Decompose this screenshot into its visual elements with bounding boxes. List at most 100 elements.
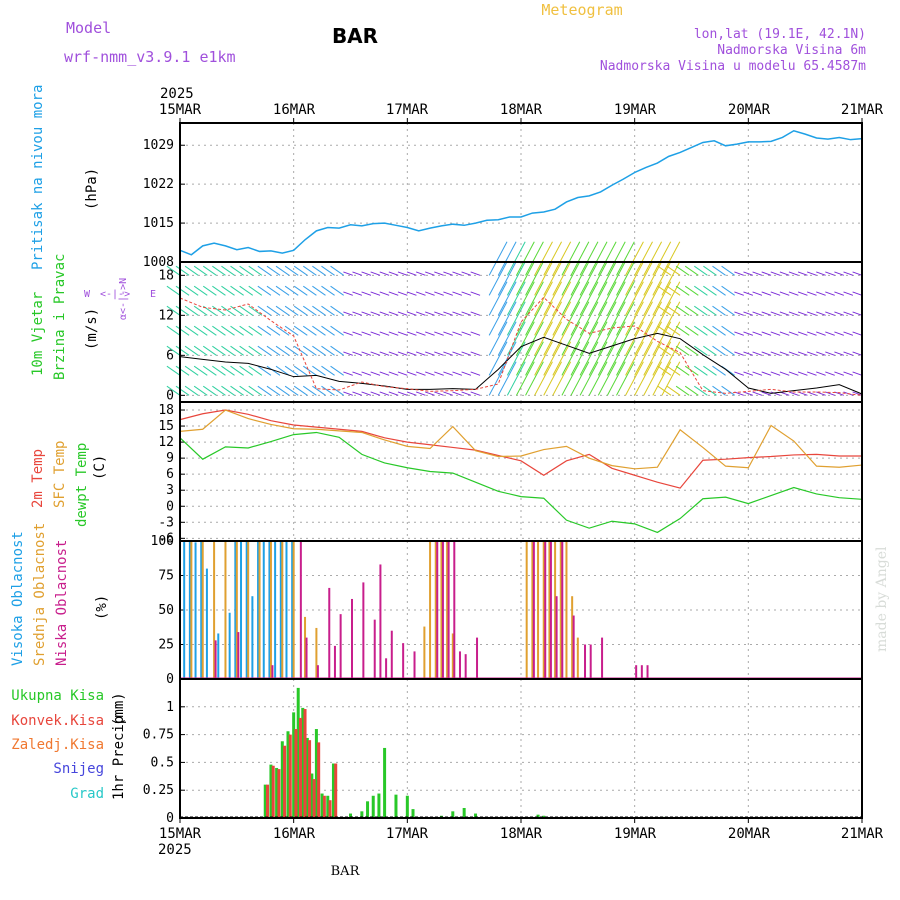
wind-arrow [843, 331, 854, 336]
wind-arrow [212, 265, 226, 276]
wind-arrow [634, 301, 653, 336]
wind-arrow [806, 331, 817, 336]
wind-arrow [843, 271, 854, 276]
wind-arrow [184, 305, 199, 316]
y-tick-label: 6 [166, 467, 174, 482]
wind-arrow [779, 371, 790, 376]
wind-arrow [321, 265, 335, 276]
low-cloud-bar [561, 541, 564, 679]
wind-arrow [588, 341, 608, 376]
wind-arrow [202, 265, 217, 276]
total-precip-bar [536, 814, 540, 818]
wind-arrow [330, 365, 344, 376]
wind-arrow [770, 271, 781, 276]
xtick-top: 18MAR [500, 102, 543, 118]
wind-ylabel-sub: Brzina i Pravac [52, 254, 68, 380]
high-cloud-bar [274, 541, 277, 679]
wind-arrow [788, 331, 799, 336]
low-cloud-bar [339, 614, 342, 679]
wind-arrow [406, 291, 417, 296]
total-precip-bar [462, 807, 466, 818]
mid-cloud-bar [190, 541, 193, 679]
wind-arrow [606, 281, 626, 316]
wind-arrow [743, 271, 754, 276]
wind-arrow [516, 261, 535, 296]
y-tick-label: 50 [158, 603, 174, 618]
mid-cloud-bar [224, 541, 227, 679]
wind-arrow [506, 361, 526, 396]
wind-arrow [661, 341, 681, 376]
total-precip-bar [310, 773, 314, 818]
wind-arrow [321, 285, 335, 296]
wind-arrow [221, 305, 235, 316]
wind-arrow [248, 325, 263, 336]
wind-arrow [843, 371, 854, 376]
wind-arrow [239, 265, 254, 276]
wind-arrow [230, 385, 244, 396]
wind-arrow [788, 351, 799, 356]
xtick-top: 15MAR [159, 102, 202, 118]
wind-arrow [752, 391, 763, 396]
low-cloud-bar [476, 637, 479, 679]
wind-arrow [652, 281, 672, 316]
wind-arrow [825, 311, 835, 316]
wind-arrow [303, 325, 317, 336]
wind-arrow [703, 365, 717, 376]
wind-arrow [616, 321, 635, 356]
wind-arrow [779, 271, 790, 276]
wind-arrow [506, 281, 526, 316]
wind-arrow [202, 345, 217, 356]
mid-cloud-bar [315, 627, 318, 679]
wind-arrow [406, 271, 417, 276]
wind-arrow [816, 271, 826, 276]
wind-arrow [425, 271, 435, 276]
wind-arrow [579, 301, 599, 336]
wind-arrow [470, 391, 481, 396]
wind-arrow [788, 391, 799, 396]
footer-station: BAR [331, 864, 361, 879]
wind-arrow [248, 345, 263, 356]
precip-legend: Ukupna Kisa Konvek.Kisa Zaledj.Kisa Snij… [11, 688, 104, 802]
y-tick-label: 18 [158, 403, 174, 418]
wind-arrow [193, 305, 208, 316]
wind-arrow [388, 351, 399, 356]
total-precip-bar [301, 707, 305, 818]
xtick-top: 16MAR [273, 102, 316, 118]
wind-arrow [212, 305, 226, 316]
wind-arrow [397, 351, 408, 356]
mid-cloud-bar [525, 541, 528, 679]
wind-arrow [175, 265, 190, 276]
wind-arrow [675, 385, 690, 396]
wind-arrow [734, 291, 744, 296]
wind-arrow [597, 321, 617, 356]
wind-arrow [712, 325, 726, 336]
wind-arrow [779, 331, 790, 336]
wind-arrow [761, 391, 772, 396]
wind-arrow [257, 325, 272, 336]
wind-arrow [461, 331, 472, 336]
low-cloud-bar [544, 541, 547, 679]
wind-arrow [312, 305, 326, 316]
wind-arrow [703, 385, 717, 396]
wind-arrow [661, 261, 681, 296]
wind-arrow [388, 271, 399, 276]
mid-cloud-bar [531, 541, 534, 679]
wind-arrow [543, 301, 563, 336]
wind-arrow [797, 331, 808, 336]
dewpt-ylabel: dewpt Temp [74, 443, 90, 527]
wind-arrow [303, 345, 317, 356]
wind-arrow [202, 385, 217, 396]
wind-arrow [239, 285, 254, 296]
wind-arrow [666, 385, 681, 396]
wind-arrow [570, 301, 590, 336]
wind-arrow [675, 325, 690, 336]
wind-arrow [694, 385, 708, 396]
wind-arrow [166, 305, 181, 316]
wind-arrow [666, 285, 681, 296]
wind-arrow [625, 241, 644, 276]
conv-precip-bar [294, 729, 298, 818]
panel-precip: 0 0.25 0.5 0.75 1 [143, 678, 863, 826]
wind-arrow [816, 331, 826, 336]
wind-arrow [743, 311, 754, 316]
